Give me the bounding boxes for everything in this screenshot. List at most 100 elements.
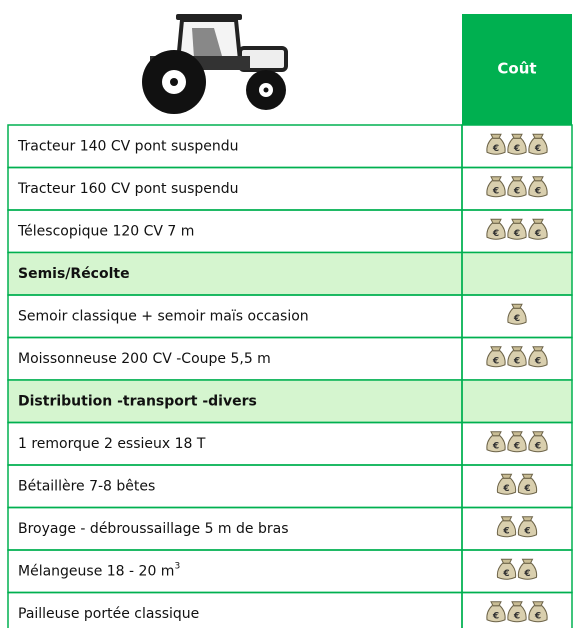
currency-symbol: € [513,144,520,154]
currency-symbol: € [513,356,520,366]
row-label: Bétaillère 7-8 bêtes [18,478,155,494]
bag-body [507,307,527,325]
currency-symbol: € [513,186,520,196]
bag-body [486,605,506,623]
row-label: Distribution -transport -divers [18,393,257,409]
bag-neck [511,346,523,352]
bag-neck [490,176,502,182]
currency-symbol: € [513,229,520,239]
bag-neck [532,601,544,607]
bag-body [496,477,517,495]
cost-rating: € € [496,516,538,538]
section-row: Semis/Récolte [7,251,573,296]
row-label: Télescopique 120 CV 7 m [17,223,194,239]
currency-symbol: € [523,569,530,579]
money-bag: € [486,133,506,155]
table-row: Télescopique 120 CV 7 m € € € [7,209,573,254]
money-bag: € [486,346,506,368]
table-row: Broyage - débroussaillage 5 m de bras € € [7,506,573,551]
bag-body [528,180,548,198]
row-label: 1 remorque 2 essieux 18 T [18,436,206,452]
cost-rating: € € € [486,601,548,623]
section-row: Distribution -transport -divers [7,379,573,424]
bag-body [496,520,517,538]
section-bg [8,252,572,295]
superscript: 3 [174,561,180,571]
currency-symbol: € [523,526,530,536]
cost-cell [461,464,573,509]
bag-neck [490,346,502,352]
bag-body [528,137,548,155]
cost-rating: € € [496,473,538,495]
cost-rating: € € € [486,176,548,198]
table-row: 1 remorque 2 essieux 18 T € € € [7,421,573,466]
label-text: Mélangeuse 18 - 20 m [18,563,174,579]
money-bag: € [517,516,538,538]
row-label: Broyage - débroussaillage 5 m de bras [18,521,288,537]
row-label: Tracteur 160 CV pont suspendu [17,181,239,197]
currency-symbol: € [502,484,509,494]
money-bag: € [507,133,527,155]
money-bag: € [496,558,517,580]
currency-symbol: € [492,356,499,366]
money-bag: € [486,176,506,198]
bag-body [486,350,506,368]
bag-body [496,562,517,580]
bag-neck [500,516,513,522]
bag-body [486,137,506,155]
section-bg [8,380,572,423]
bag-neck [511,303,523,309]
currency-symbol: € [534,356,541,366]
bag-body [507,137,527,155]
bag-neck [532,176,544,182]
bag-body [528,222,548,240]
bag-body [507,180,527,198]
label-text: Télescopique 120 CV 7 m [17,223,194,239]
table-row: Bétaillère 7-8 bêtes € € [7,464,573,509]
table-row: Semoir classique + semoir maïs occasion € [7,294,573,339]
label-text: Semis/Récolte [18,266,130,282]
money-bag: € [496,473,517,495]
label-text: Bétaillère 7-8 bêtes [18,478,155,494]
tractor-icon [142,14,288,114]
money-bag: € [528,431,548,453]
bag-neck [490,601,502,607]
money-bag: € [528,133,548,155]
cost-rating: € € € [486,133,548,155]
table-row: Mélangeuse 18 - 20 m3€ € [7,549,573,594]
currency-symbol: € [534,441,541,451]
bag-body [507,435,527,453]
money-bag: € [507,176,527,198]
bag-neck [521,558,534,564]
cost-rating: € € € [486,346,548,368]
bag-body [517,477,538,495]
currency-symbol: € [492,611,499,621]
money-bag: € [486,431,506,453]
currency-symbol: € [534,229,541,239]
table-row: Pailleuse portée classique € € € [7,591,573,628]
money-bag: € [507,601,527,623]
cost-header-cell [462,14,572,125]
cost-rating: € € [496,558,538,580]
currency-symbol: € [492,186,499,196]
label-text: Tracteur 160 CV pont suspendu [17,181,239,197]
money-bag: € [528,601,548,623]
bag-neck [511,601,523,607]
currency-symbol: € [523,484,530,494]
table-row: Tracteur 160 CV pont suspendu € € € [7,166,573,211]
bag-body [507,222,527,240]
row-label: Pailleuse portée classique [18,606,199,622]
cost-rating: € € € [486,431,548,453]
bag-neck [521,473,534,479]
row-label: Mélangeuse 18 - 20 m3 [18,561,180,580]
bag-body [528,435,548,453]
label-text: Distribution -transport -divers [18,393,257,409]
row-label: Tracteur 140 CV pont suspendu [17,138,239,154]
currency-symbol: € [534,186,541,196]
row-label: Semoir classique + semoir maïs occasion [18,308,309,324]
bag-body [528,605,548,623]
bag-neck [490,218,502,224]
label-text: 1 remorque 2 essieux 18 T [18,436,206,452]
money-bag: € [496,516,517,538]
cost-header: Coût [497,60,536,78]
